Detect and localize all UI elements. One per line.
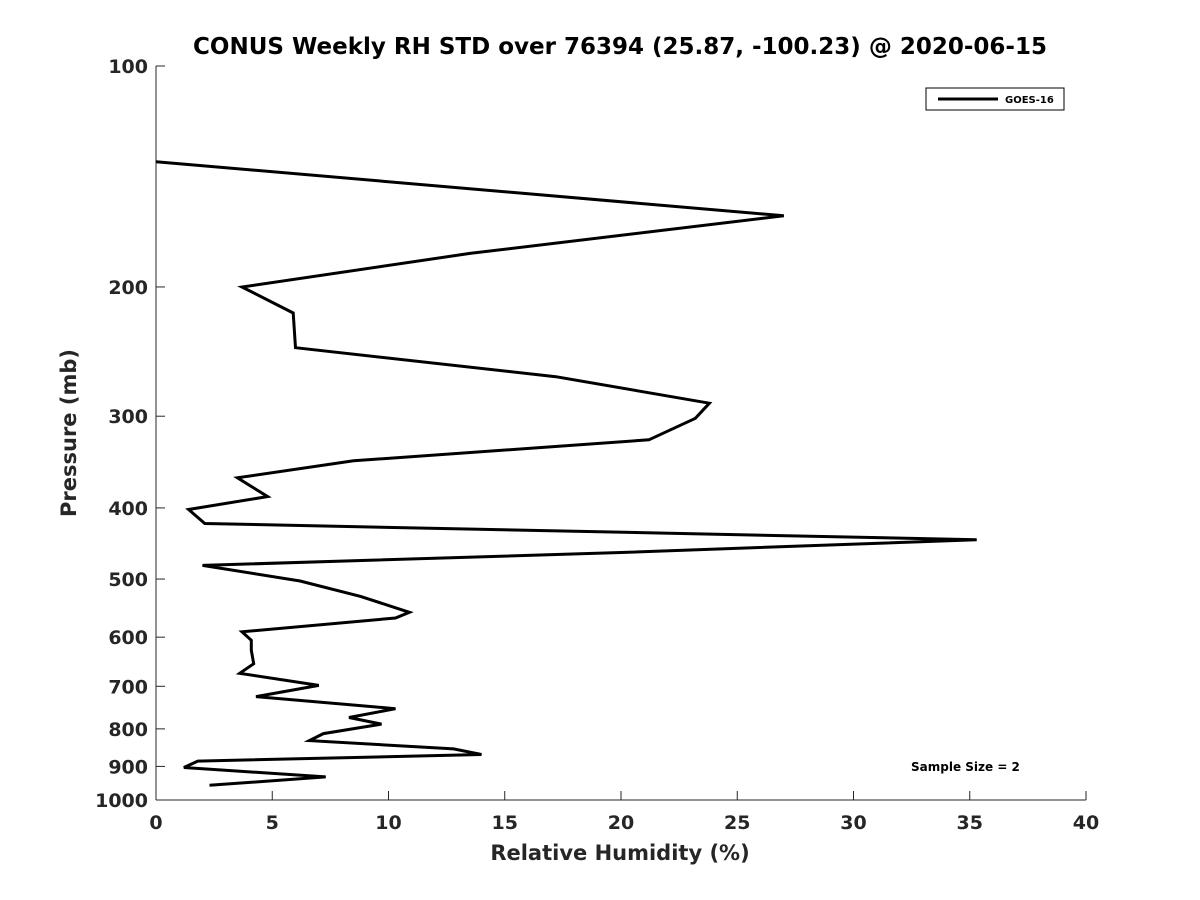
y-tick-label: 700 (108, 676, 148, 698)
y-tick-label: 100 (108, 56, 148, 78)
x-tick-label: 10 (375, 812, 401, 834)
x-axis-ticks: 0 5 10 15 20 25 30 35 40 (149, 791, 1099, 834)
y-tick-label: 300 (108, 406, 148, 428)
x-tick-label: 20 (608, 812, 634, 834)
y-tick-label: 400 (108, 498, 148, 520)
x-tick-label: 0 (149, 812, 162, 834)
y-axis-ticks: 100 200 300 400 500 600 700 800 900 1000 (95, 56, 165, 812)
x-axis-label: Relative Humidity (%) (490, 841, 749, 865)
series-layer (155, 160, 977, 787)
y-tick-label: 600 (108, 627, 148, 649)
y-tick-label: 500 (108, 569, 148, 591)
x-tick-label: 25 (724, 812, 750, 834)
x-tick-label: 30 (840, 812, 866, 834)
y-axis-label: Pressure (mb) (57, 349, 81, 517)
series-line-goes-16 (155, 160, 977, 787)
x-tick-label: 5 (266, 812, 279, 834)
y-tick-label: 1000 (95, 790, 148, 812)
legend-label: GOES-16 (1005, 95, 1054, 106)
plot-area (156, 66, 1086, 800)
x-tick-label: 40 (1073, 812, 1099, 834)
legend: GOES-16 (925, 87, 1065, 111)
chart-title: CONUS Weekly RH STD over 76394 (25.87, -… (193, 34, 1047, 60)
y-tick-label: 200 (108, 277, 148, 299)
x-tick-label: 15 (492, 812, 518, 834)
y-tick-label: 800 (108, 719, 148, 741)
x-tick-label: 35 (957, 812, 983, 834)
sample-size-annotation: Sample Size = 2 (911, 760, 1020, 774)
y-tick-label: 900 (108, 756, 148, 778)
